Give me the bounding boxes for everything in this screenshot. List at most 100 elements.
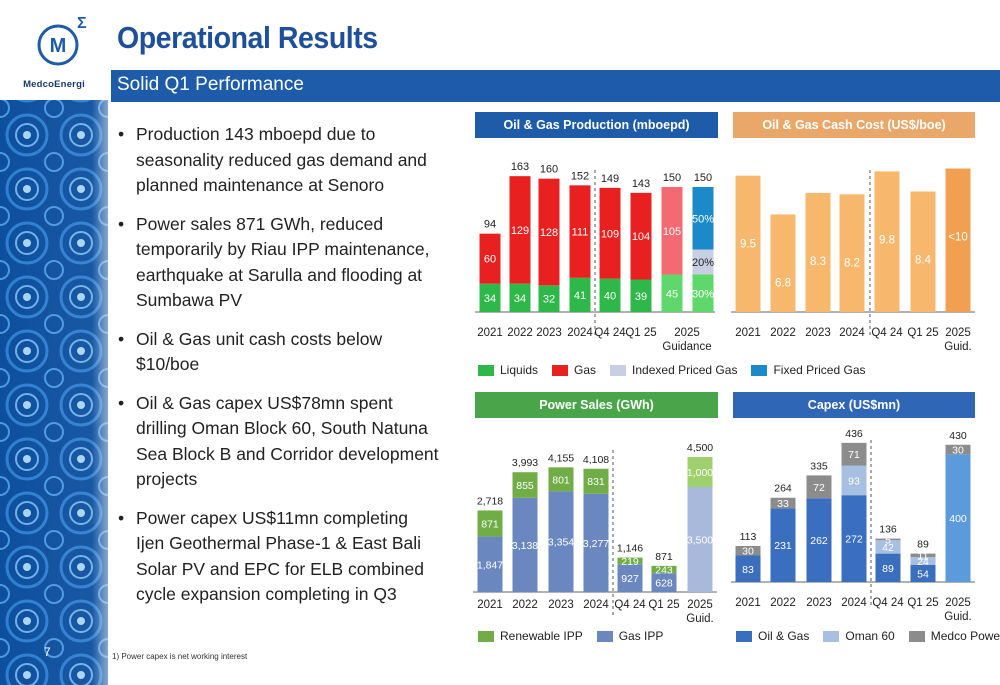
x-tick-label: 2022 xyxy=(507,327,533,339)
legend-label: Liquids xyxy=(500,363,539,377)
x-tick-label: 2025 xyxy=(674,327,700,339)
bar-medco-power xyxy=(770,497,796,509)
data-label: 41 xyxy=(574,290,586,302)
bar-oman-60 xyxy=(875,540,901,554)
total-label: 264 xyxy=(774,483,792,495)
x-tick-label: 2023 xyxy=(536,327,562,339)
data-label: 105 xyxy=(663,226,681,238)
bullet-item: Oil & Gas unit cash costs below $10/boe xyxy=(118,327,440,378)
x-tick-label: 2025 xyxy=(945,597,971,609)
legend-label: Gas IPP xyxy=(618,629,664,643)
x-tick-label: Q1 25 xyxy=(907,327,938,339)
x-tick-label: 2023 xyxy=(805,327,831,339)
total-label: 430 xyxy=(949,430,967,442)
data-label: 20% xyxy=(692,257,714,269)
data-label: 39 xyxy=(635,291,647,303)
bar-medco-power xyxy=(910,553,936,558)
data-label: 3,500 xyxy=(687,535,713,547)
subtitle-bar xyxy=(111,70,1000,102)
bar-gas-ipp xyxy=(617,564,643,592)
bar-gas xyxy=(479,233,501,284)
bar-gas-ipp xyxy=(477,536,503,592)
x-tick-label: 2023 xyxy=(548,599,574,611)
legend-label: Oman 60 xyxy=(845,629,895,643)
data-label: 54 xyxy=(917,568,929,580)
total-label: 150 xyxy=(663,172,681,184)
data-label: 45 xyxy=(666,288,678,300)
total-label: 4,108 xyxy=(583,454,609,466)
total-label: 4,500 xyxy=(687,442,713,454)
bar-cash-cost xyxy=(910,191,936,312)
bar-guidance-split xyxy=(692,249,714,275)
bar-oil-gas xyxy=(841,495,867,582)
x-tick-label: 2021 xyxy=(735,327,761,339)
bar-oil-gas xyxy=(735,555,761,582)
x-tick-label: Q1 25 xyxy=(625,327,656,339)
batik-pattern xyxy=(0,0,108,685)
data-label: 32 xyxy=(543,294,555,306)
data-label: 8.4 xyxy=(915,254,932,266)
data-label: 24 xyxy=(917,556,929,568)
data-label: 129 xyxy=(511,225,529,237)
total-label: 143 xyxy=(632,178,650,190)
bullet-item: Power capex US$11mn completing Ijen Geot… xyxy=(118,506,440,608)
bar-medco-power xyxy=(841,442,867,466)
bar-renewable-ipp xyxy=(548,467,574,492)
total-label: 4,155 xyxy=(548,452,574,464)
x-tick-label: 2023 xyxy=(806,597,832,609)
data-label: 9.5 xyxy=(740,239,756,251)
bullet-list: Production 143 mboepd due to seasonality… xyxy=(118,122,440,621)
x-tick-label: Q1 25 xyxy=(648,599,679,611)
total-label: 149 xyxy=(601,173,619,185)
data-label: 42 xyxy=(882,542,894,554)
total-label: 136 xyxy=(879,524,897,536)
data-label: 219 xyxy=(621,556,639,568)
bar-gas xyxy=(661,187,683,275)
capex-chart-title: Capex (US$mn) xyxy=(733,392,975,418)
bullet-item: Production 143 mboepd due to seasonality… xyxy=(118,122,440,199)
svg-text:Σ: Σ xyxy=(77,15,87,32)
data-label: 11 xyxy=(918,550,929,562)
data-label: 34 xyxy=(514,293,526,305)
x-tick-label: 2025 xyxy=(945,327,971,339)
total-label: 89 xyxy=(917,539,929,551)
data-label: 60 xyxy=(484,254,496,266)
bar-gas-ipp xyxy=(512,497,538,592)
bar-gas xyxy=(569,185,591,278)
legend-item: Gas xyxy=(552,363,596,377)
cash-cost-chart-title: Oil & Gas Cash Cost (US$/boe) xyxy=(733,112,975,138)
bar-gas-ipp xyxy=(687,487,713,592)
data-label: 109 xyxy=(601,228,619,240)
bar-liquids xyxy=(479,283,501,312)
x-tick-label: 2021 xyxy=(477,599,503,611)
bar-guidance-split xyxy=(692,187,714,250)
medco-logo-icon: M Σ xyxy=(37,15,87,66)
data-label: 628 xyxy=(655,578,673,590)
production-chart: 34 60 94 34 129 163 32 128 160 41 111 152 40 109 149 39… xyxy=(475,161,715,353)
x-tick-label: 2024 xyxy=(839,327,865,339)
data-label: 93 xyxy=(848,475,860,487)
power-sales-chart: 1,847 871 2,718 3,138 855 3,993 3,354 801 4,155 3… xyxy=(473,442,717,625)
data-label: 72 xyxy=(813,482,825,494)
logo-area: M Σ MedcoEnergi xyxy=(0,0,108,100)
bar-liquids xyxy=(599,278,621,312)
x-tick-label: Q4 24 xyxy=(871,327,903,339)
data-label: 855 xyxy=(516,480,534,492)
bar-cash-cost xyxy=(770,214,796,312)
bar-cash-cost xyxy=(839,194,865,312)
x-tick-label: 2024 xyxy=(841,597,867,609)
bar-renewable-ipp xyxy=(583,468,609,494)
production-chart-title: Oil & Gas Production (mboepd) xyxy=(475,112,718,138)
legend-item: Gas IPP xyxy=(596,629,664,643)
bar-liquids xyxy=(569,277,591,312)
data-label: 400 xyxy=(949,513,967,525)
x-tick-label: 2025 xyxy=(687,599,713,611)
data-label: 231 xyxy=(774,540,792,552)
data-label: 272 xyxy=(845,534,863,546)
legend-swatch xyxy=(596,630,613,642)
data-label: 128 xyxy=(540,227,558,239)
total-label: 1,146 xyxy=(617,543,643,555)
bar-oil-gas xyxy=(770,508,796,582)
data-label: 8.3 xyxy=(810,256,826,268)
total-label: 163 xyxy=(511,161,529,173)
